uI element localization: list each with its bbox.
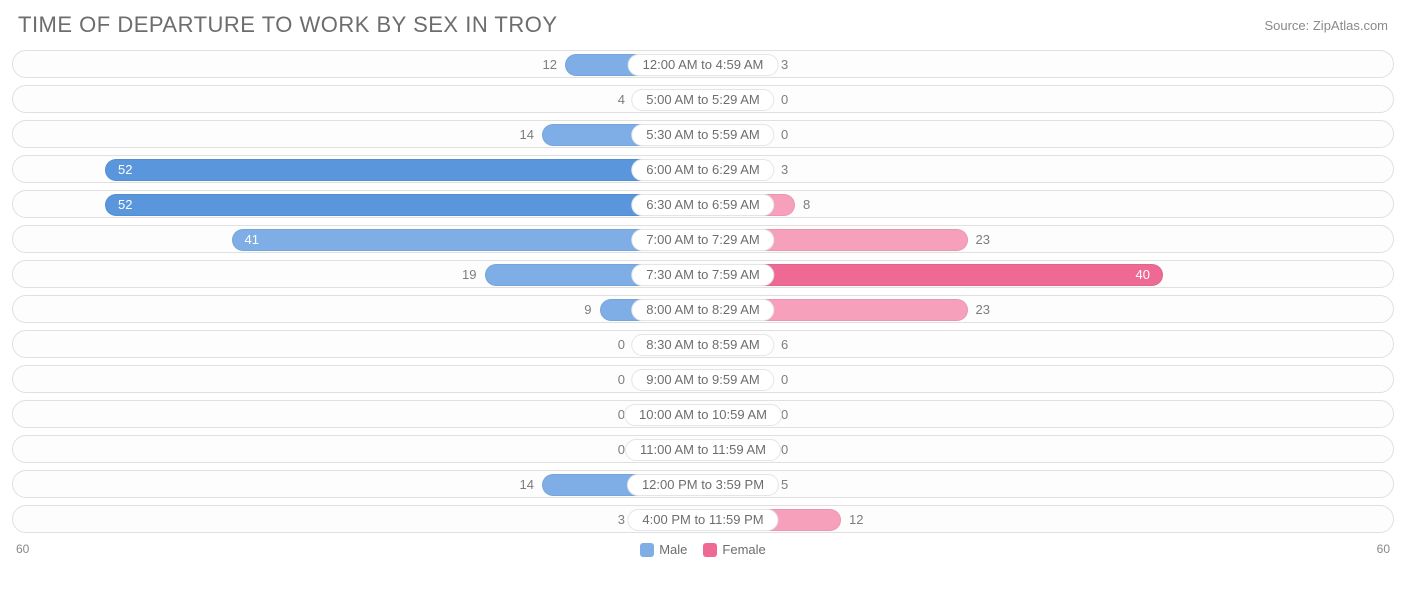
female-value: 6	[773, 334, 796, 356]
legend-swatch	[640, 543, 654, 557]
female-value: 0	[773, 369, 796, 391]
male-value: 0	[610, 334, 633, 356]
category-label: 11:00 AM to 11:59 AM	[625, 439, 781, 461]
diverging-bar-chart: 12312:00 AM to 4:59 AM405:00 AM to 5:29 …	[12, 50, 1394, 533]
category-label: 7:00 AM to 7:29 AM	[631, 229, 774, 251]
female-value: 0	[773, 124, 796, 146]
legend: Male Female	[12, 542, 1394, 560]
category-label: 5:30 AM to 5:59 AM	[631, 124, 774, 146]
male-value: 4	[610, 89, 633, 111]
legend-item: Male	[640, 542, 687, 557]
chart-row: 0010:00 AM to 10:59 AM	[12, 400, 1394, 428]
male-bar: 52	[105, 159, 703, 181]
legend-label: Female	[722, 542, 765, 557]
chart-row: 52 8 6:30 AM to 6:59 AM	[12, 190, 1394, 218]
chart-row: 14512:00 PM to 3:59 PM	[12, 470, 1394, 498]
chart-row: 41 23 7:00 AM to 7:29 AM	[12, 225, 1394, 253]
chart-header: TIME OF DEPARTURE TO WORK BY SEX IN TROY…	[12, 8, 1394, 50]
male-value: 52	[110, 195, 140, 217]
legend-label: Male	[659, 542, 687, 557]
chart-row: 0 09:00 AM to 9:59 AM	[12, 365, 1394, 393]
female-value: 0	[773, 89, 796, 111]
category-label: 12:00 PM to 3:59 PM	[627, 474, 779, 496]
male-value: 19	[454, 264, 484, 286]
category-label: 5:00 AM to 5:29 AM	[631, 89, 774, 111]
female-value: 40	[1128, 265, 1158, 287]
chart-row: 52 36:00 AM to 6:29 AM	[12, 155, 1394, 183]
chart-row: 9 23 8:00 AM to 8:29 AM	[12, 295, 1394, 323]
category-label: 7:30 AM to 7:59 AM	[631, 264, 774, 286]
category-label: 8:00 AM to 8:29 AM	[631, 299, 774, 321]
female-value: 23	[968, 299, 998, 321]
category-label: 10:00 AM to 10:59 AM	[624, 404, 782, 426]
category-label: 9:00 AM to 9:59 AM	[631, 369, 774, 391]
male-value: 52	[110, 160, 140, 182]
male-value: 9	[576, 299, 599, 321]
female-value: 23	[968, 229, 998, 251]
chart-row: 12312:00 AM to 4:59 AM	[12, 50, 1394, 78]
female-value: 8	[795, 194, 818, 216]
male-value: 41	[237, 230, 267, 252]
male-value: 14	[512, 124, 542, 146]
chart-row: 3124:00 PM to 11:59 PM	[12, 505, 1394, 533]
male-value: 12	[535, 54, 565, 76]
legend-swatch	[703, 543, 717, 557]
category-label: 8:30 AM to 8:59 AM	[631, 334, 774, 356]
chart-row: 19 40 7:30 AM to 7:59 AM	[12, 260, 1394, 288]
legend-item: Female	[703, 542, 765, 557]
female-value: 12	[841, 509, 871, 531]
chart-row: 14 05:30 AM to 5:59 AM	[12, 120, 1394, 148]
category-label: 6:00 AM to 6:29 AM	[631, 159, 774, 181]
category-label: 4:00 PM to 11:59 PM	[627, 509, 778, 531]
male-value: 0	[610, 369, 633, 391]
chart-footer: 60 60 MaleFemale	[12, 540, 1394, 560]
chart-title: TIME OF DEPARTURE TO WORK BY SEX IN TROY	[18, 12, 558, 38]
chart-row: 0011:00 AM to 11:59 AM	[12, 435, 1394, 463]
category-label: 6:30 AM to 6:59 AM	[631, 194, 774, 216]
chart-source: Source: ZipAtlas.com	[1264, 18, 1388, 33]
female-value: 3	[773, 159, 796, 181]
chart-row: 0 68:30 AM to 8:59 AM	[12, 330, 1394, 358]
chart-row: 4 05:00 AM to 5:29 AM	[12, 85, 1394, 113]
category-label: 12:00 AM to 4:59 AM	[628, 54, 779, 76]
male-value: 14	[512, 474, 542, 496]
male-bar: 52	[105, 194, 703, 216]
